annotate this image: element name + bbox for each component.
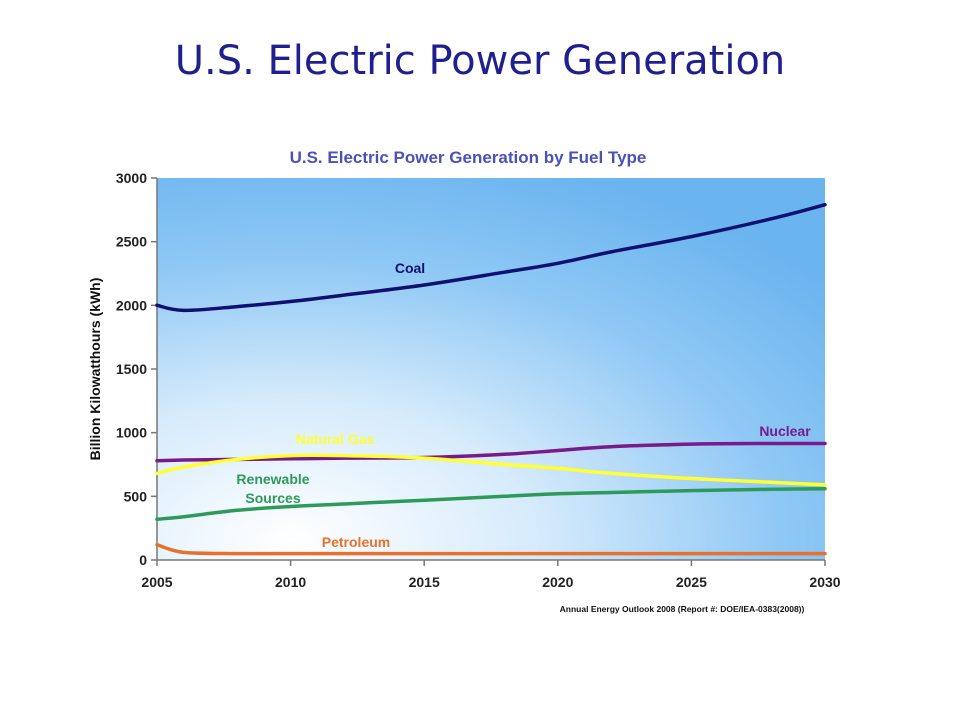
x-tick-label: 2025 (676, 574, 707, 590)
y-axis-label: Billion Kilowatthours (kWh) (87, 278, 103, 461)
renewable-label-line2: Sources (245, 490, 300, 506)
y-tick-label: 1000 (116, 425, 147, 441)
x-tick-label: 2020 (542, 574, 573, 590)
coal-series-line (155, 202, 827, 313)
natural-gas-series-line (155, 453, 827, 487)
x-ticks: 2005 2010 2015 2020 2025 2030 (141, 560, 841, 590)
y-tick-label: 2500 (116, 234, 147, 250)
x-tick-label: 2010 (275, 574, 306, 590)
renewable-label-line1: Renewable (236, 471, 309, 487)
series-lines (155, 202, 827, 556)
x-tick-label: 2015 (409, 574, 440, 590)
natural-gas-label: Natural Gas (296, 431, 375, 447)
slide-title: U.S. Electric Power Generation (174, 38, 786, 84)
y-tick-label: 1500 (116, 361, 147, 377)
renewable-sources-series-line (155, 486, 827, 522)
coal-label: Coal (395, 260, 425, 276)
petroleum-label: Petroleum (322, 534, 390, 550)
chart-title: U.S. Electric Power Generation by Fuel T… (290, 148, 647, 167)
y-tick-label: 3000 (116, 170, 147, 186)
y-tick-label: 500 (124, 488, 148, 504)
nuclear-label: Nuclear (759, 423, 811, 439)
x-tick-label: 2005 (141, 574, 172, 590)
petroleum-series-line (155, 542, 827, 556)
source-note: Annual Energy Outlook 2008 (Report #: DO… (560, 604, 805, 614)
y-tick-label: 2000 (116, 297, 147, 313)
y-tick-label: 0 (139, 552, 147, 568)
x-tick-label: 2030 (809, 574, 840, 590)
y-ticks: 0 500 1000 1500 2000 2500 3000 (116, 170, 157, 568)
